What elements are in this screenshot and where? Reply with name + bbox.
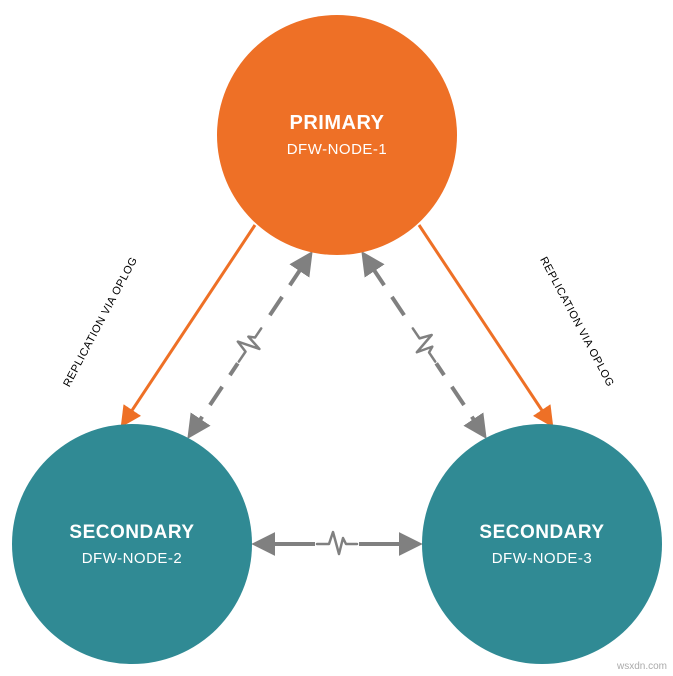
primary-node-sub: DFW-NODE-1: [287, 141, 388, 158]
replication-right-label: REPLICATION VIA OPLOG: [537, 255, 616, 389]
secondary-left-sub: DFW-NODE-2: [82, 550, 183, 567]
primary-node: PRIMARY DFW-NODE-1: [217, 15, 457, 255]
replication-left-label: REPLICATION VIA OPLOG: [61, 255, 140, 389]
secondary-left-node: SECONDARY DFW-NODE-2: [12, 424, 252, 664]
pulse-icon: [226, 319, 274, 371]
watermark: wsxdn.com: [617, 661, 667, 672]
secondary-left-title: SECONDARY: [69, 522, 194, 544]
primary-node-title: PRIMARY: [290, 112, 385, 135]
heartbeat-left-line: [190, 255, 310, 435]
replication-left-arrow: [123, 225, 255, 424]
secondary-right-sub: DFW-NODE-3: [492, 550, 593, 567]
pulse-icon: [400, 319, 448, 371]
replication-right-arrow: [419, 225, 551, 424]
secondary-right-node: SECONDARY DFW-NODE-3: [422, 424, 662, 664]
pulse-icon: [315, 530, 359, 558]
secondary-right-title: SECONDARY: [479, 522, 604, 544]
heartbeat-right-line: [364, 255, 484, 435]
